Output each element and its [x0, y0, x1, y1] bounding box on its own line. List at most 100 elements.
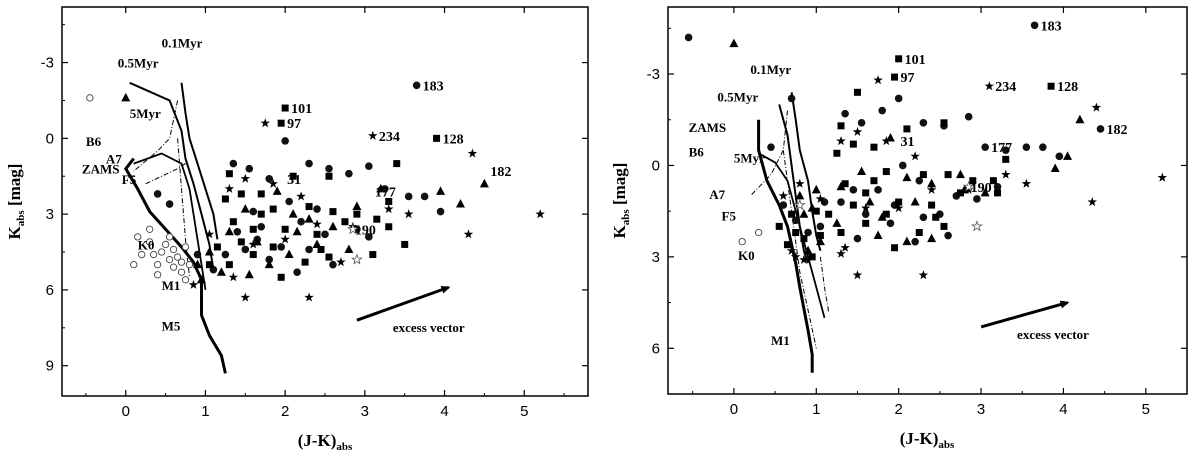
filled-circle-point	[233, 228, 242, 236]
square-point	[249, 225, 257, 233]
isochrone-label: 5Myr	[130, 106, 161, 121]
triangle-point	[811, 184, 821, 194]
triangle-point	[240, 204, 250, 213]
spectral-type-label: B6	[86, 134, 102, 149]
square-point	[393, 160, 401, 168]
excess-vector-arrow	[356, 285, 451, 322]
star-point	[910, 151, 920, 161]
filled-circle-point	[849, 186, 858, 194]
filled-circle-point	[915, 176, 924, 185]
reddening-line	[782, 150, 817, 349]
filled-circle-point	[305, 159, 313, 168]
filled-circle-point	[193, 250, 202, 259]
triangle-point	[192, 259, 202, 269]
open-circle-point	[138, 250, 146, 259]
square-point	[895, 198, 903, 206]
open-circle-point	[161, 240, 170, 249]
square-point	[989, 177, 997, 185]
square-point	[825, 210, 833, 218]
open-circle-point	[169, 263, 178, 271]
square-point	[341, 218, 349, 226]
filled-circle-point	[804, 228, 812, 237]
square-point	[891, 73, 899, 81]
filled-circle-point	[313, 205, 321, 213]
star-point	[984, 81, 994, 91]
square-point	[229, 218, 237, 226]
square-point	[301, 258, 309, 266]
square-point	[833, 149, 841, 157]
star-point	[224, 183, 235, 193]
square-point	[849, 140, 857, 148]
filled-circle-point	[1030, 21, 1039, 30]
filled-circle-point	[245, 164, 254, 173]
filled-circle-point	[861, 210, 870, 219]
triangle-point	[455, 199, 465, 208]
filled-circle-point	[853, 234, 862, 243]
y-tick-label: 6	[652, 340, 660, 357]
square-point	[837, 122, 845, 130]
triangle-point	[910, 197, 920, 206]
isochrone-label: 0.5Myr	[118, 56, 159, 71]
x-axis-title-sub: abs	[336, 441, 353, 453]
open-circle-point	[86, 94, 94, 102]
y-tick-label: 0	[46, 130, 54, 147]
star-point	[368, 130, 378, 140]
x-tick-label: 3	[361, 403, 369, 420]
excess-vector-label: excess vector	[393, 320, 465, 335]
isochrone-0.1myr	[790, 92, 822, 252]
point-label: 183	[423, 79, 444, 94]
square-point	[915, 228, 923, 236]
point-label: 177	[991, 141, 1012, 156]
open-circle-point	[754, 228, 763, 237]
square-point	[373, 215, 381, 223]
star-point	[778, 190, 789, 200]
square-point	[269, 205, 277, 213]
star-point	[268, 178, 278, 188]
star-point	[790, 251, 801, 261]
x-axis-title-main: (J-K)	[298, 431, 337, 450]
filled-circle-point	[229, 159, 238, 168]
isochrone-0.5myr	[129, 81, 215, 270]
square-point	[277, 273, 285, 281]
triangle-point	[479, 178, 489, 188]
filled-circle-point	[779, 201, 788, 209]
open-circle-point	[130, 260, 138, 269]
square-point	[325, 172, 333, 180]
y-axis-title-unit: [mag]	[5, 164, 24, 211]
y-tick-label: 3	[652, 249, 660, 266]
point-label: 101	[291, 102, 312, 117]
star-point	[240, 173, 251, 183]
square-point	[862, 189, 870, 197]
reddening-line	[133, 100, 179, 172]
open-circle-point	[181, 243, 190, 251]
y-axis-title-main: K	[5, 225, 24, 239]
point-label: 177	[375, 185, 396, 200]
filled-circle-point	[841, 109, 849, 118]
y-axis-title: Kabs [mag]	[5, 164, 27, 240]
square-point	[882, 210, 890, 218]
square-point	[205, 261, 213, 269]
filled-circle-point	[297, 217, 305, 226]
open-circle-point	[185, 260, 194, 269]
isochrone-5myr	[133, 152, 207, 291]
triangle-point	[927, 233, 937, 243]
triangle-point	[224, 226, 234, 236]
spectral-type-label: F5	[122, 172, 137, 187]
x-tick-label: 5	[520, 403, 528, 420]
filled-circle-point	[329, 260, 337, 269]
filled-circle-point	[684, 33, 693, 42]
square-point	[940, 119, 948, 127]
triangle-point	[980, 187, 990, 197]
open-star-point	[350, 253, 363, 265]
x-tick-label: 1	[201, 403, 209, 420]
triangle-point	[803, 245, 813, 255]
filled-circle-point	[791, 216, 800, 225]
square-point	[788, 210, 796, 218]
triangle-point	[436, 186, 446, 195]
x-tick-label: 0	[122, 403, 130, 420]
point-label: 31	[287, 173, 301, 188]
x-axis-title-sub: abs	[938, 439, 955, 451]
star-point	[228, 272, 239, 282]
open-circle-point	[157, 248, 166, 256]
